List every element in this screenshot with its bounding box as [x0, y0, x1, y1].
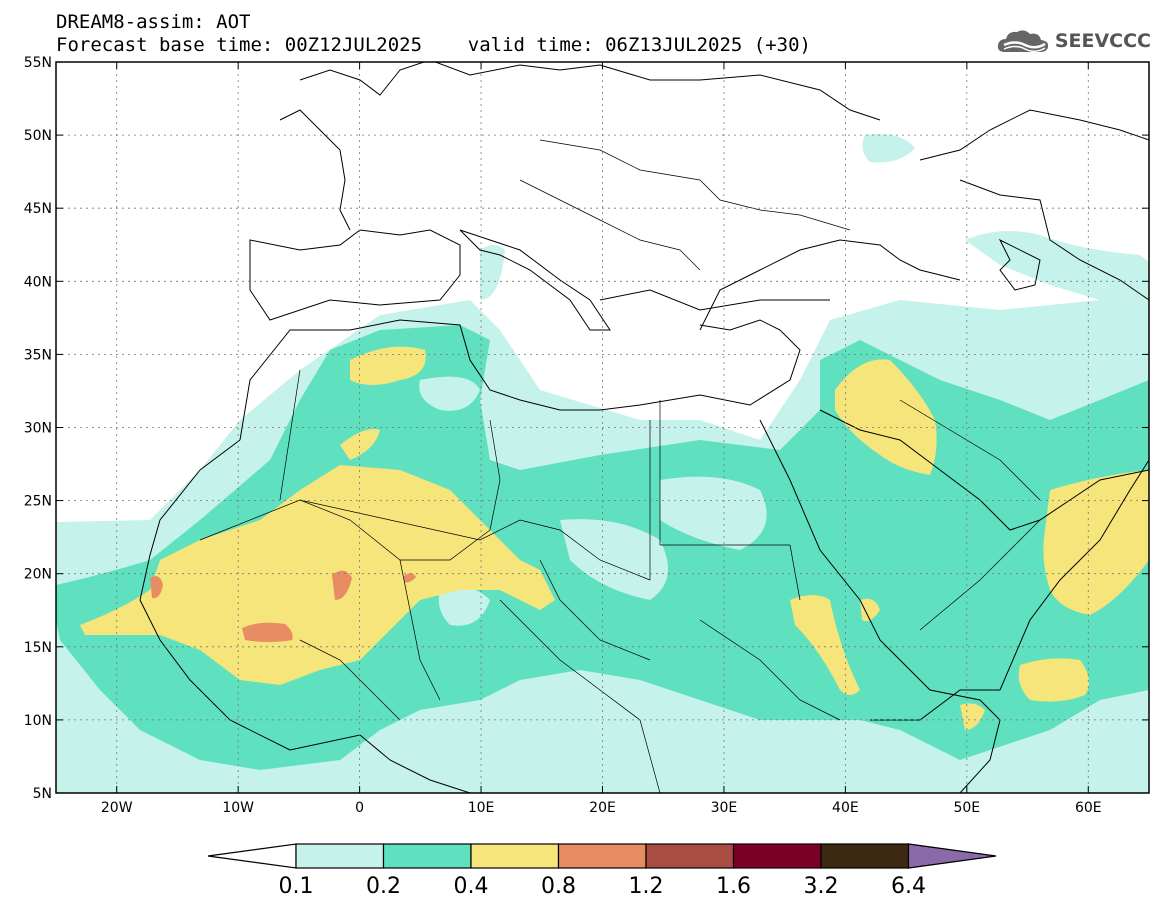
country-borders	[199, 139, 1041, 793]
x-tick-label: 0	[355, 800, 364, 816]
aot-contour-0.4	[960, 703, 985, 730]
x-tick-label: 20W	[101, 800, 133, 816]
seevccc-logo: SEEVCCC	[995, 24, 1151, 58]
aot-contour-0.2	[660, 476, 767, 550]
y-axis: 5N 10N 15N 20N 25N 30N 35N 40N 45N 50N 55N	[24, 55, 1149, 802]
aot-contour-0.1	[862, 133, 915, 163]
y-tick-label: 40N	[24, 274, 52, 290]
aot-contour-0.8	[150, 576, 163, 599]
x-tick-label: 50E	[953, 800, 980, 816]
y-tick-label: 50N	[24, 128, 52, 144]
aot-contour-0.8	[404, 573, 416, 583]
aot-contour-0.2	[438, 586, 490, 626]
aot-contour-0.4	[350, 346, 426, 385]
aot-contour-0.8	[332, 570, 352, 600]
x-tick-label: 10E	[468, 800, 495, 816]
logo-text: SEEVCCC	[1054, 30, 1151, 52]
aot-contour-0.1	[965, 231, 1149, 300]
y-tick-label: 5N	[33, 786, 52, 802]
aot-contour-0.4	[835, 359, 937, 475]
aot-contour-0.8	[242, 622, 293, 642]
x-tick-label: 30E	[711, 800, 738, 816]
y-tick-label: 55N	[24, 55, 52, 71]
y-tick-label: 10N	[24, 713, 52, 729]
aot-contour-0.4	[1018, 658, 1089, 702]
y-tick-label: 25N	[24, 494, 52, 510]
graticule	[56, 62, 1149, 793]
y-tick-label: 20N	[24, 567, 52, 583]
x-axis: 20W 10W 0 10E 20E 30E 40E 50E 60E	[101, 62, 1102, 816]
aot-contour-0.4	[340, 429, 380, 460]
aot-contour-0.1	[480, 245, 505, 300]
x-tick-label: 20E	[589, 800, 616, 816]
y-tick-label: 30N	[24, 421, 52, 437]
aot-contour-0.2	[520, 418, 580, 449]
title-line-1: DREAM8-assim: AOT	[56, 11, 251, 33]
aot-field	[56, 62, 1149, 793]
aot-contour-0.2	[419, 376, 480, 411]
cloud-logo-icon	[997, 30, 1048, 52]
x-tick-label: 10W	[222, 800, 254, 816]
aot-contour-0.4	[790, 595, 860, 695]
aot-contour-0.4	[80, 465, 555, 685]
y-tick-label: 35N	[24, 347, 52, 363]
aot-contour-0.4	[860, 598, 880, 622]
x-tick-label: 60E	[1075, 800, 1102, 816]
aot-contour-0.2	[560, 519, 668, 600]
title-line-2: Forecast base time: 00Z12JUL2025 valid t…	[56, 34, 811, 56]
aot-contour-0.4	[1043, 470, 1149, 615]
y-tick-label: 15N	[24, 640, 52, 656]
coastlines	[139, 62, 1149, 793]
y-tick-label: 45N	[24, 201, 52, 217]
x-tick-label: 40E	[832, 800, 859, 816]
